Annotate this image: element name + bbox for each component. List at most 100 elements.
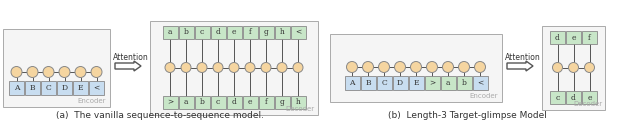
FancyBboxPatch shape <box>408 76 424 90</box>
Text: D: D <box>397 79 403 87</box>
Text: >: > <box>167 99 173 107</box>
Text: h: h <box>280 29 284 37</box>
Text: Encoder: Encoder <box>470 93 498 99</box>
Text: b: b <box>461 79 467 87</box>
Circle shape <box>426 62 438 72</box>
Circle shape <box>11 67 22 77</box>
Circle shape <box>165 62 175 72</box>
Text: Attention: Attention <box>505 53 541 62</box>
FancyBboxPatch shape <box>25 81 40 95</box>
FancyBboxPatch shape <box>163 26 177 39</box>
FancyBboxPatch shape <box>291 96 305 109</box>
Text: E: E <box>77 84 83 92</box>
Circle shape <box>245 62 255 72</box>
FancyBboxPatch shape <box>243 26 257 39</box>
Text: C: C <box>381 79 387 87</box>
Text: A: A <box>349 79 355 87</box>
FancyArrow shape <box>115 61 141 71</box>
Text: <: < <box>295 29 301 37</box>
Circle shape <box>346 62 358 72</box>
FancyBboxPatch shape <box>211 26 225 39</box>
Text: <: < <box>93 84 100 92</box>
FancyBboxPatch shape <box>566 91 581 104</box>
Circle shape <box>43 67 54 77</box>
FancyBboxPatch shape <box>291 26 305 39</box>
Circle shape <box>197 62 207 72</box>
FancyBboxPatch shape <box>259 26 273 39</box>
Circle shape <box>261 62 271 72</box>
FancyBboxPatch shape <box>344 76 360 90</box>
Text: b: b <box>184 29 188 37</box>
FancyBboxPatch shape <box>179 96 193 109</box>
FancyBboxPatch shape <box>211 96 225 109</box>
FancyBboxPatch shape <box>424 76 440 90</box>
Circle shape <box>442 62 454 72</box>
FancyBboxPatch shape <box>550 31 565 44</box>
Text: b: b <box>200 99 204 107</box>
FancyBboxPatch shape <box>440 76 456 90</box>
FancyBboxPatch shape <box>179 26 193 39</box>
FancyBboxPatch shape <box>41 81 56 95</box>
FancyBboxPatch shape <box>150 21 318 115</box>
Text: e: e <box>248 99 252 107</box>
FancyBboxPatch shape <box>227 96 241 109</box>
FancyBboxPatch shape <box>73 81 88 95</box>
FancyBboxPatch shape <box>89 81 104 95</box>
Circle shape <box>584 62 595 72</box>
Text: E: E <box>413 79 419 87</box>
FancyBboxPatch shape <box>566 31 581 44</box>
Circle shape <box>394 62 406 72</box>
FancyBboxPatch shape <box>376 76 392 90</box>
Text: c: c <box>216 99 220 107</box>
Circle shape <box>27 67 38 77</box>
Circle shape <box>568 62 579 72</box>
Text: A: A <box>13 84 19 92</box>
Circle shape <box>277 62 287 72</box>
Circle shape <box>474 62 486 72</box>
Text: <: < <box>477 79 483 87</box>
Circle shape <box>410 62 422 72</box>
Text: (b)  Length-3 Target-glimpse Model: (b) Length-3 Target-glimpse Model <box>388 110 547 120</box>
FancyBboxPatch shape <box>3 29 110 107</box>
Circle shape <box>378 62 390 72</box>
FancyBboxPatch shape <box>472 76 488 90</box>
Text: g: g <box>264 29 268 37</box>
FancyBboxPatch shape <box>275 96 289 109</box>
FancyArrow shape <box>507 61 533 71</box>
FancyBboxPatch shape <box>227 26 241 39</box>
Circle shape <box>75 67 86 77</box>
FancyBboxPatch shape <box>456 76 472 90</box>
Text: f: f <box>588 33 591 41</box>
Text: d: d <box>232 99 236 107</box>
FancyBboxPatch shape <box>9 81 24 95</box>
Circle shape <box>59 67 70 77</box>
Circle shape <box>362 62 374 72</box>
Text: e: e <box>232 29 236 37</box>
Text: B: B <box>365 79 371 87</box>
FancyBboxPatch shape <box>330 34 502 102</box>
FancyBboxPatch shape <box>243 96 257 109</box>
FancyBboxPatch shape <box>195 96 209 109</box>
FancyBboxPatch shape <box>275 26 289 39</box>
Text: d: d <box>571 93 576 101</box>
Text: a: a <box>184 99 188 107</box>
Text: Attention: Attention <box>113 53 149 62</box>
FancyBboxPatch shape <box>582 91 597 104</box>
Text: f: f <box>264 99 268 107</box>
FancyBboxPatch shape <box>259 96 273 109</box>
FancyBboxPatch shape <box>392 76 408 90</box>
Text: d: d <box>216 29 220 37</box>
Text: f: f <box>248 29 252 37</box>
Text: Decoder: Decoder <box>285 106 314 112</box>
Text: a: a <box>445 79 451 87</box>
Text: Encoder: Encoder <box>77 98 106 104</box>
Text: >: > <box>429 79 435 87</box>
FancyBboxPatch shape <box>360 76 376 90</box>
FancyBboxPatch shape <box>163 96 177 109</box>
FancyBboxPatch shape <box>195 26 209 39</box>
Text: a: a <box>168 29 172 37</box>
Circle shape <box>213 62 223 72</box>
Circle shape <box>229 62 239 72</box>
Text: D: D <box>61 84 68 92</box>
Text: C: C <box>45 84 51 92</box>
